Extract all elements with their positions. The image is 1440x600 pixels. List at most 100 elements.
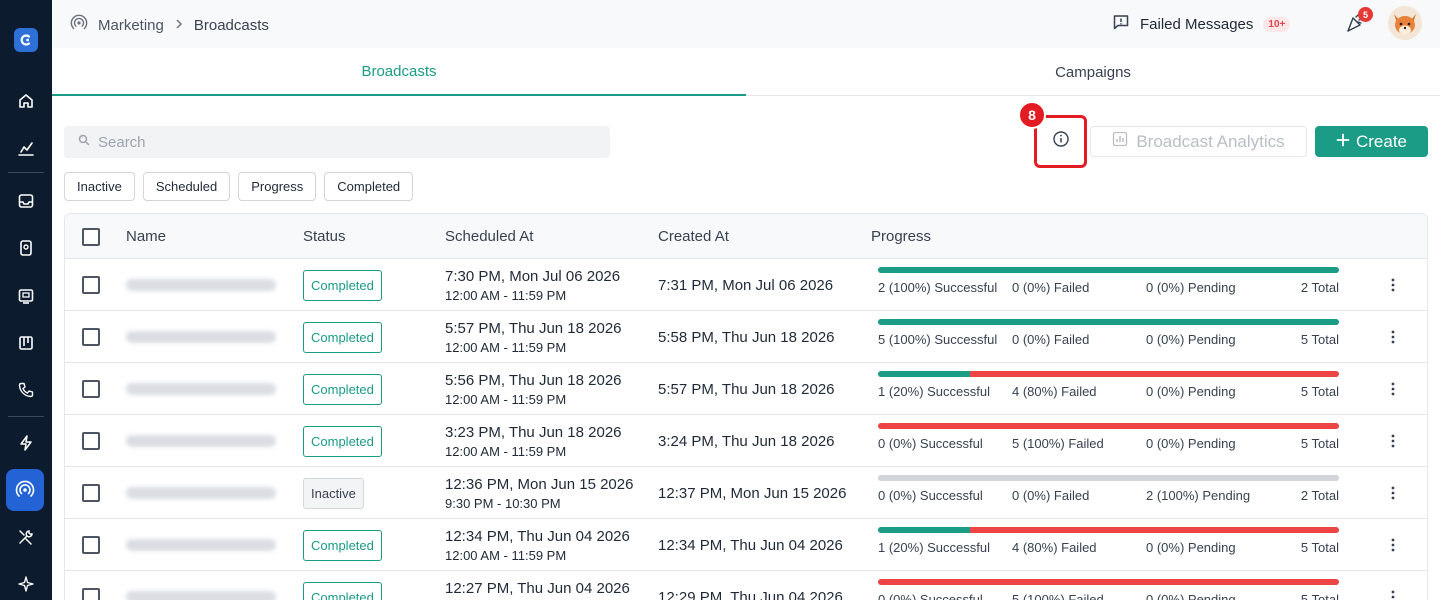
broadcast-name-redacted: [126, 331, 276, 343]
table-row[interactable]: Completed 12:27 PM, Thu Jun 04 202612:00 …: [65, 571, 1427, 600]
successful-count: 2 (100%) Successful: [878, 280, 998, 295]
status-cell: Completed: [303, 415, 382, 467]
failed-count: 0 (0%) Failed: [1012, 332, 1090, 347]
table-row[interactable]: Completed 12:34 PM, Thu Jun 04 2026 12:00 …: [65, 519, 1427, 571]
broadcast-icon[interactable]: [6, 469, 44, 511]
progress-bar: [878, 579, 1339, 585]
info-button[interactable]: [1034, 115, 1087, 168]
ai-icon[interactable]: [6, 564, 46, 600]
status-badge: Completed: [303, 529, 382, 561]
more-options-icon[interactable]: [1387, 259, 1399, 311]
failed-count: 4 (80%) Failed: [1012, 384, 1097, 399]
row-checkbox[interactable]: [82, 588, 100, 600]
progress-stats: 1 (20%) Successful 4 (80%) Failed 0 (0%) P…: [878, 540, 1339, 556]
search-input[interactable]: [98, 133, 578, 151]
progress-stats: 2 (100%) Successful 0 (0%) Failed 0 (0%) P…: [878, 280, 1339, 296]
progress-failed-segment: [970, 371, 1339, 377]
more-options-icon[interactable]: [1387, 363, 1399, 415]
status-filters: Inactive Scheduled Progress Completed: [64, 172, 414, 201]
tab-broadcasts[interactable]: Broadcasts: [52, 48, 746, 96]
tools-icon[interactable]: [6, 517, 46, 557]
inbox-icon[interactable]: [6, 181, 46, 221]
chevron-right-icon: [174, 17, 184, 34]
failed-count: 5 (100%) Failed: [1012, 592, 1104, 600]
pending-count: 0 (0%) Pending: [1146, 592, 1236, 600]
row-checkbox[interactable]: [82, 276, 100, 294]
sidebar-divider: [8, 172, 44, 173]
row-checkbox[interactable]: [82, 328, 100, 346]
templates-icon[interactable]: [6, 276, 46, 316]
created-at: 5:58 PM, Thu Jun 18 2026: [658, 328, 835, 346]
column-progress[interactable]: Progress: [871, 228, 932, 245]
broadcast-name-cell[interactable]: [126, 311, 276, 363]
broadcast-name-redacted: [126, 539, 276, 551]
table-row[interactable]: Completed 5:57 PM, Thu Jun 18 2026 12:00 A…: [65, 311, 1427, 363]
filter-progress[interactable]: Progress: [238, 172, 317, 201]
column-status[interactable]: Status: [303, 228, 346, 245]
filter-inactive[interactable]: Inactive: [64, 172, 135, 201]
more-options-icon[interactable]: [1387, 415, 1399, 467]
column-scheduled-at[interactable]: Scheduled At: [445, 228, 534, 245]
table-row[interactable]: Completed 5:56 PM, Thu Jun 18 2026 12:00 A…: [65, 363, 1427, 415]
phone-icon[interactable]: [6, 370, 46, 410]
column-name[interactable]: Name: [126, 228, 167, 245]
more-options-icon[interactable]: [1387, 519, 1399, 571]
tab-campaigns[interactable]: Campaigns: [1055, 63, 1131, 81]
progress-cell: 0 (0%) Successful 0 (0%) Failed 2 (100%) P…: [878, 475, 1339, 504]
table-row[interactable]: Completed 3:23 PM, Thu Jun 18 2026 12:00 A…: [65, 415, 1427, 467]
avatar[interactable]: [1388, 6, 1422, 40]
status-badge: Completed: [303, 581, 382, 600]
automation-icon[interactable]: [6, 423, 46, 463]
more-options-icon[interactable]: [1387, 571, 1399, 600]
filter-scheduled[interactable]: Scheduled: [142, 172, 231, 201]
progress-stats: 0 (0%) Successful 5 (100%) Failed 0 (0%) P…: [878, 592, 1339, 600]
progress-failed-segment: [878, 579, 1339, 585]
scheduled-datetime: 12:36 PM, Mon Jun 15 2026: [445, 475, 634, 493]
scheduled-datetime: 3:23 PM, Thu Jun 18 2026: [445, 423, 622, 441]
row-checkbox[interactable]: [82, 380, 100, 398]
column-created-at[interactable]: Created At: [658, 228, 729, 245]
pending-count: 0 (0%) Pending: [1146, 332, 1236, 347]
analytics-icon[interactable]: [6, 129, 46, 169]
scheduled-window: 12:00 AM - 11:59 PM: [445, 391, 567, 407]
table-row[interactable]: Inactive 12:36 PM, Mon Jun 15 2026 9:30 PM…: [65, 467, 1427, 519]
more-options-icon[interactable]: [1387, 311, 1399, 363]
failed-messages-label: Failed Messages: [1140, 15, 1254, 33]
failed-messages-button[interactable]: Failed Messages 10+: [1112, 13, 1291, 35]
progress-success-segment: [878, 371, 971, 377]
broadcast-name-cell[interactable]: [126, 415, 276, 467]
broadcast-analytics-button[interactable]: Broadcast Analytics: [1090, 126, 1307, 157]
row-checkbox[interactable]: [82, 432, 100, 450]
progress-cell: 1 (20%) Successful 4 (80%) Failed 0 (0%) P…: [878, 371, 1339, 400]
successful-count: 1 (20%) Successful: [878, 384, 990, 399]
create-label: Create: [1355, 131, 1408, 151]
broadcast-name-cell[interactable]: [126, 259, 276, 311]
broadcast-name-cell[interactable]: [126, 363, 276, 415]
successful-count: 0 (0%) Successful: [878, 436, 983, 451]
table-row[interactable]: Completed 7:30 PM, Mon Jul 06 2026 12:00 A…: [65, 259, 1427, 311]
row-checkbox[interactable]: [82, 484, 100, 502]
progress-cell: 0 (0%) Successful 5 (100%) Failed 0 (0%) P…: [878, 423, 1339, 452]
broadcast-name-cell[interactable]: [126, 467, 276, 519]
more-options-icon[interactable]: [1387, 467, 1399, 519]
table-header: Name Status Scheduled At Created At Prog…: [65, 214, 1427, 259]
broadcast-name-cell[interactable]: [126, 571, 276, 600]
logo-icon[interactable]: [14, 28, 38, 52]
sidebar-divider: [8, 416, 44, 417]
boards-icon[interactable]: [6, 323, 46, 363]
row-checkbox[interactable]: [82, 536, 100, 554]
progress-stats: 5 (100%) Successful 0 (0%) Failed 0 (0%) P…: [878, 332, 1339, 348]
select-all-checkbox[interactable]: [82, 227, 100, 246]
scheduled-at-cell: 7:30 PM, Mon Jul 06 2026 12:00 AM - 11:59…: [445, 259, 620, 311]
create-button[interactable]: Create: [1315, 126, 1428, 157]
broadcast-name-redacted: [126, 435, 276, 447]
annotation-marker: 8: [1018, 101, 1046, 129]
status-cell: Inactive: [303, 467, 364, 519]
filter-completed[interactable]: Completed: [324, 172, 414, 201]
total-count: 2 Total: [1300, 488, 1339, 503]
top-bar: Marketing Broadcasts Failed Messages 10+…: [52, 0, 1440, 48]
broadcast-name-cell[interactable]: [126, 519, 276, 571]
home-icon[interactable]: [6, 81, 46, 121]
contacts-icon[interactable]: [6, 228, 46, 268]
breadcrumb-marketing[interactable]: Marketing: [98, 16, 164, 34]
